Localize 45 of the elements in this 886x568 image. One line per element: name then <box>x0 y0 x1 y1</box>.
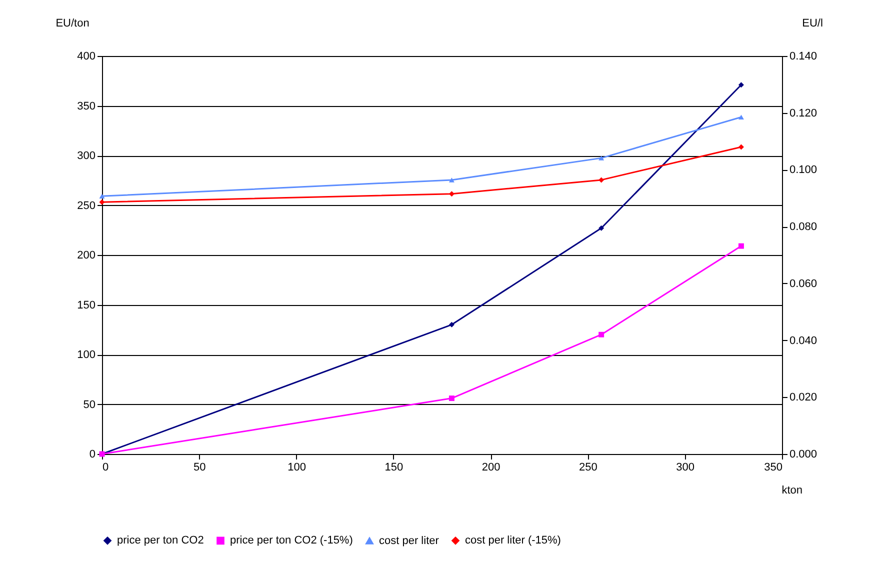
point <box>598 225 604 231</box>
x-tick-label: 350 <box>764 462 782 474</box>
x-tick-label: 50 <box>194 462 206 474</box>
point <box>99 194 105 199</box>
point <box>448 396 454 402</box>
point <box>598 177 604 183</box>
y2-tick-label: 0.080 <box>790 221 818 234</box>
x-tick-label: 150 <box>384 462 404 474</box>
x-tick-label: 0 <box>102 462 109 474</box>
y-tick-label: 300 <box>77 150 96 162</box>
point <box>598 332 604 338</box>
y-tick-label: 150 <box>77 299 96 312</box>
x-tick-label: 100 <box>288 462 306 474</box>
legend-label: price per ton CO2 (-15%) <box>230 534 353 547</box>
y-tick-label: 0 <box>89 448 96 460</box>
x-axis-title: kton <box>782 484 802 496</box>
legend-label: cost per liter (-15%) <box>465 534 561 547</box>
y2-tick-label: 0.000 <box>790 448 818 460</box>
y2-tick-label: 0.100 <box>790 164 818 176</box>
x-tick-label: 300 <box>676 462 695 474</box>
y-tick-label: 250 <box>77 200 96 212</box>
y2-tick-label: 0.140 <box>790 50 818 62</box>
x-tick-label: 200 <box>482 462 500 474</box>
point <box>738 82 744 88</box>
y2-axis-title: EU/l <box>802 18 823 30</box>
point <box>448 191 454 197</box>
y-tick-label: 100 <box>77 349 96 361</box>
y-tick-label: 50 <box>83 398 96 411</box>
point <box>738 243 744 249</box>
legend-label: price per ton CO2 <box>117 534 204 547</box>
x-tick-label: 250 <box>579 462 598 474</box>
y-tick-label: 400 <box>77 50 96 62</box>
y2-tick-label: 0.120 <box>790 107 818 120</box>
y-axis-title: EU/ton <box>56 18 90 30</box>
y2-tick-label: 0.040 <box>790 334 818 347</box>
point <box>738 144 744 150</box>
point <box>448 322 454 328</box>
point <box>598 156 604 160</box>
y-tick-label: 200 <box>77 250 96 262</box>
y2-tick-label: 0.020 <box>790 392 818 404</box>
point <box>448 178 454 182</box>
y-tick-label: 350 <box>77 100 96 112</box>
point <box>738 114 744 120</box>
y2-tick-label: 0.060 <box>790 278 818 290</box>
legend-label: cost per liter <box>379 534 440 547</box>
